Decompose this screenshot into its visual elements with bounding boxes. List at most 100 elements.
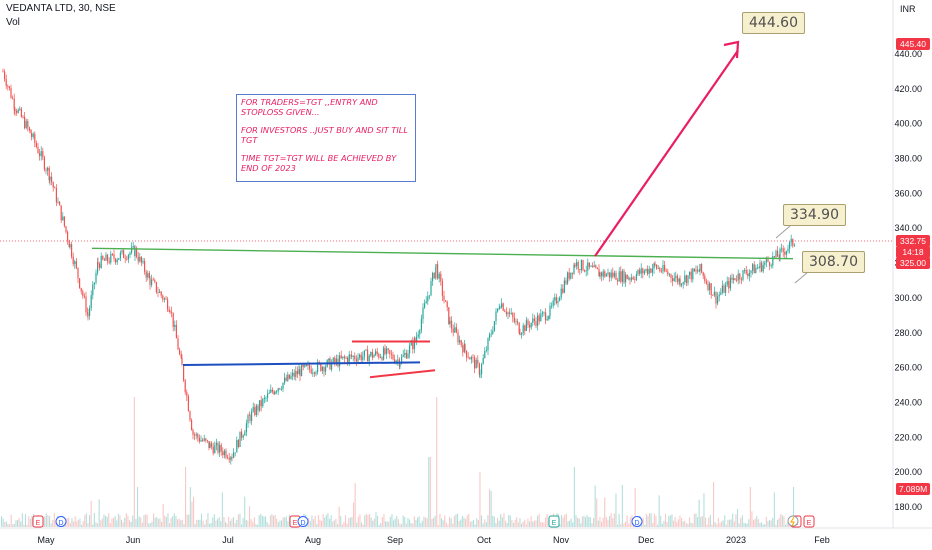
volume-bar	[362, 524, 364, 527]
candle-body	[402, 354, 404, 357]
target-callout-444[interactable]: 444.60	[742, 12, 805, 34]
symbol-title[interactable]: VEDANTA LTD, 30, NSE	[6, 3, 116, 14]
dividend-marker[interactable]: D	[297, 516, 309, 528]
earnings-marker[interactable]: E	[32, 515, 44, 528]
candle-body	[739, 273, 741, 280]
volume-bar	[461, 515, 463, 527]
candle-body	[617, 280, 619, 282]
dividend-marker[interactable]: D	[631, 516, 643, 528]
volume-bar	[28, 516, 30, 527]
candle-body	[12, 97, 14, 99]
volume-bar	[471, 521, 473, 527]
annotation-note[interactable]: FOR TRADERS=TGT ,,ENTRY AND STOPLOSS GIV…	[236, 94, 416, 182]
resistance-trendline[interactable]	[91, 247, 794, 260]
candle-body	[155, 282, 157, 292]
volume-bar	[453, 515, 455, 527]
candle-body	[769, 261, 771, 266]
volume-bar	[521, 523, 523, 527]
candle-body	[697, 269, 699, 272]
volume-bar	[777, 519, 779, 527]
candle-body	[598, 269, 600, 277]
earnings-marker[interactable]: E	[548, 515, 560, 528]
y-tick-label: 420.00	[894, 84, 922, 94]
volume-bar	[487, 515, 489, 527]
candle-body	[282, 382, 284, 390]
support-trendline[interactable]	[182, 361, 421, 367]
volume-bar	[655, 515, 657, 527]
x-tick-label: Oct	[477, 535, 492, 545]
volume-bar	[793, 487, 795, 527]
volume-bar	[183, 524, 185, 527]
volume-indicator-label[interactable]: Vol	[6, 17, 20, 28]
volume-bar	[383, 514, 385, 527]
volume-bar	[634, 488, 636, 527]
candle-body	[695, 269, 697, 272]
volume-bar	[682, 521, 684, 527]
target-callout-308[interactable]: 308.70	[802, 251, 865, 273]
event-markers: EDEDEDEE	[32, 515, 815, 528]
volume-bar	[165, 517, 167, 527]
volume-bar	[703, 493, 705, 527]
volume-bar	[733, 521, 735, 527]
volume-bar	[754, 518, 756, 527]
candle-body	[521, 333, 523, 335]
dividend-marker[interactable]: D	[55, 516, 67, 528]
candle-body	[653, 263, 655, 269]
candle-body	[582, 260, 584, 271]
candle-body	[604, 271, 606, 277]
volume-bar	[522, 521, 524, 527]
volume-bar	[145, 514, 147, 527]
volume-bar	[437, 524, 439, 527]
candle-body	[363, 350, 365, 357]
volume-bar	[746, 523, 748, 527]
target-arrow-line[interactable]	[594, 49, 739, 257]
candle-body	[55, 187, 57, 203]
volume-bar	[106, 516, 108, 527]
volume-bar	[428, 457, 430, 527]
volume-bar	[669, 515, 671, 527]
volume-bar	[775, 524, 777, 527]
volume-bar	[773, 492, 775, 527]
candle-body	[355, 359, 357, 362]
volume-bar	[436, 397, 438, 527]
replay-icon[interactable]	[787, 515, 799, 527]
volume-bar	[364, 515, 366, 527]
earnings-marker[interactable]: E	[803, 515, 815, 528]
volume-bar	[329, 518, 331, 527]
candle-body	[562, 288, 564, 293]
candle-body	[25, 121, 27, 129]
candle-body	[383, 348, 385, 360]
candle-body	[524, 325, 526, 331]
candle-body	[321, 367, 323, 371]
channel-lower-line[interactable]	[369, 369, 436, 379]
volume-bar	[212, 517, 214, 527]
volume-bar	[5, 521, 7, 527]
volume-bar	[447, 524, 449, 527]
volume-bar	[263, 516, 265, 527]
volume-bar	[247, 520, 249, 527]
volume-bar	[10, 514, 12, 527]
volume-bar	[569, 520, 571, 527]
target-callout-334[interactable]: 334.90	[783, 204, 846, 226]
candle-body	[82, 291, 84, 296]
candle-body	[271, 389, 273, 392]
candle-body	[753, 264, 755, 274]
candle-body	[559, 297, 561, 302]
candle-body	[538, 315, 540, 322]
volume-bar	[127, 515, 129, 527]
volume-bar	[535, 520, 537, 527]
volume-bar	[164, 515, 166, 527]
candle-body	[334, 357, 336, 363]
candle-body	[97, 262, 99, 264]
volume-bar	[197, 520, 199, 527]
volume-bar	[389, 516, 391, 527]
volume-bar	[706, 524, 708, 527]
candle-body	[59, 201, 61, 206]
volume-bar	[545, 517, 547, 527]
volume-bar	[215, 520, 217, 527]
candle-body	[555, 297, 557, 304]
volume-bar	[666, 522, 668, 527]
volume-bar	[133, 397, 135, 527]
candle-body	[593, 265, 595, 268]
